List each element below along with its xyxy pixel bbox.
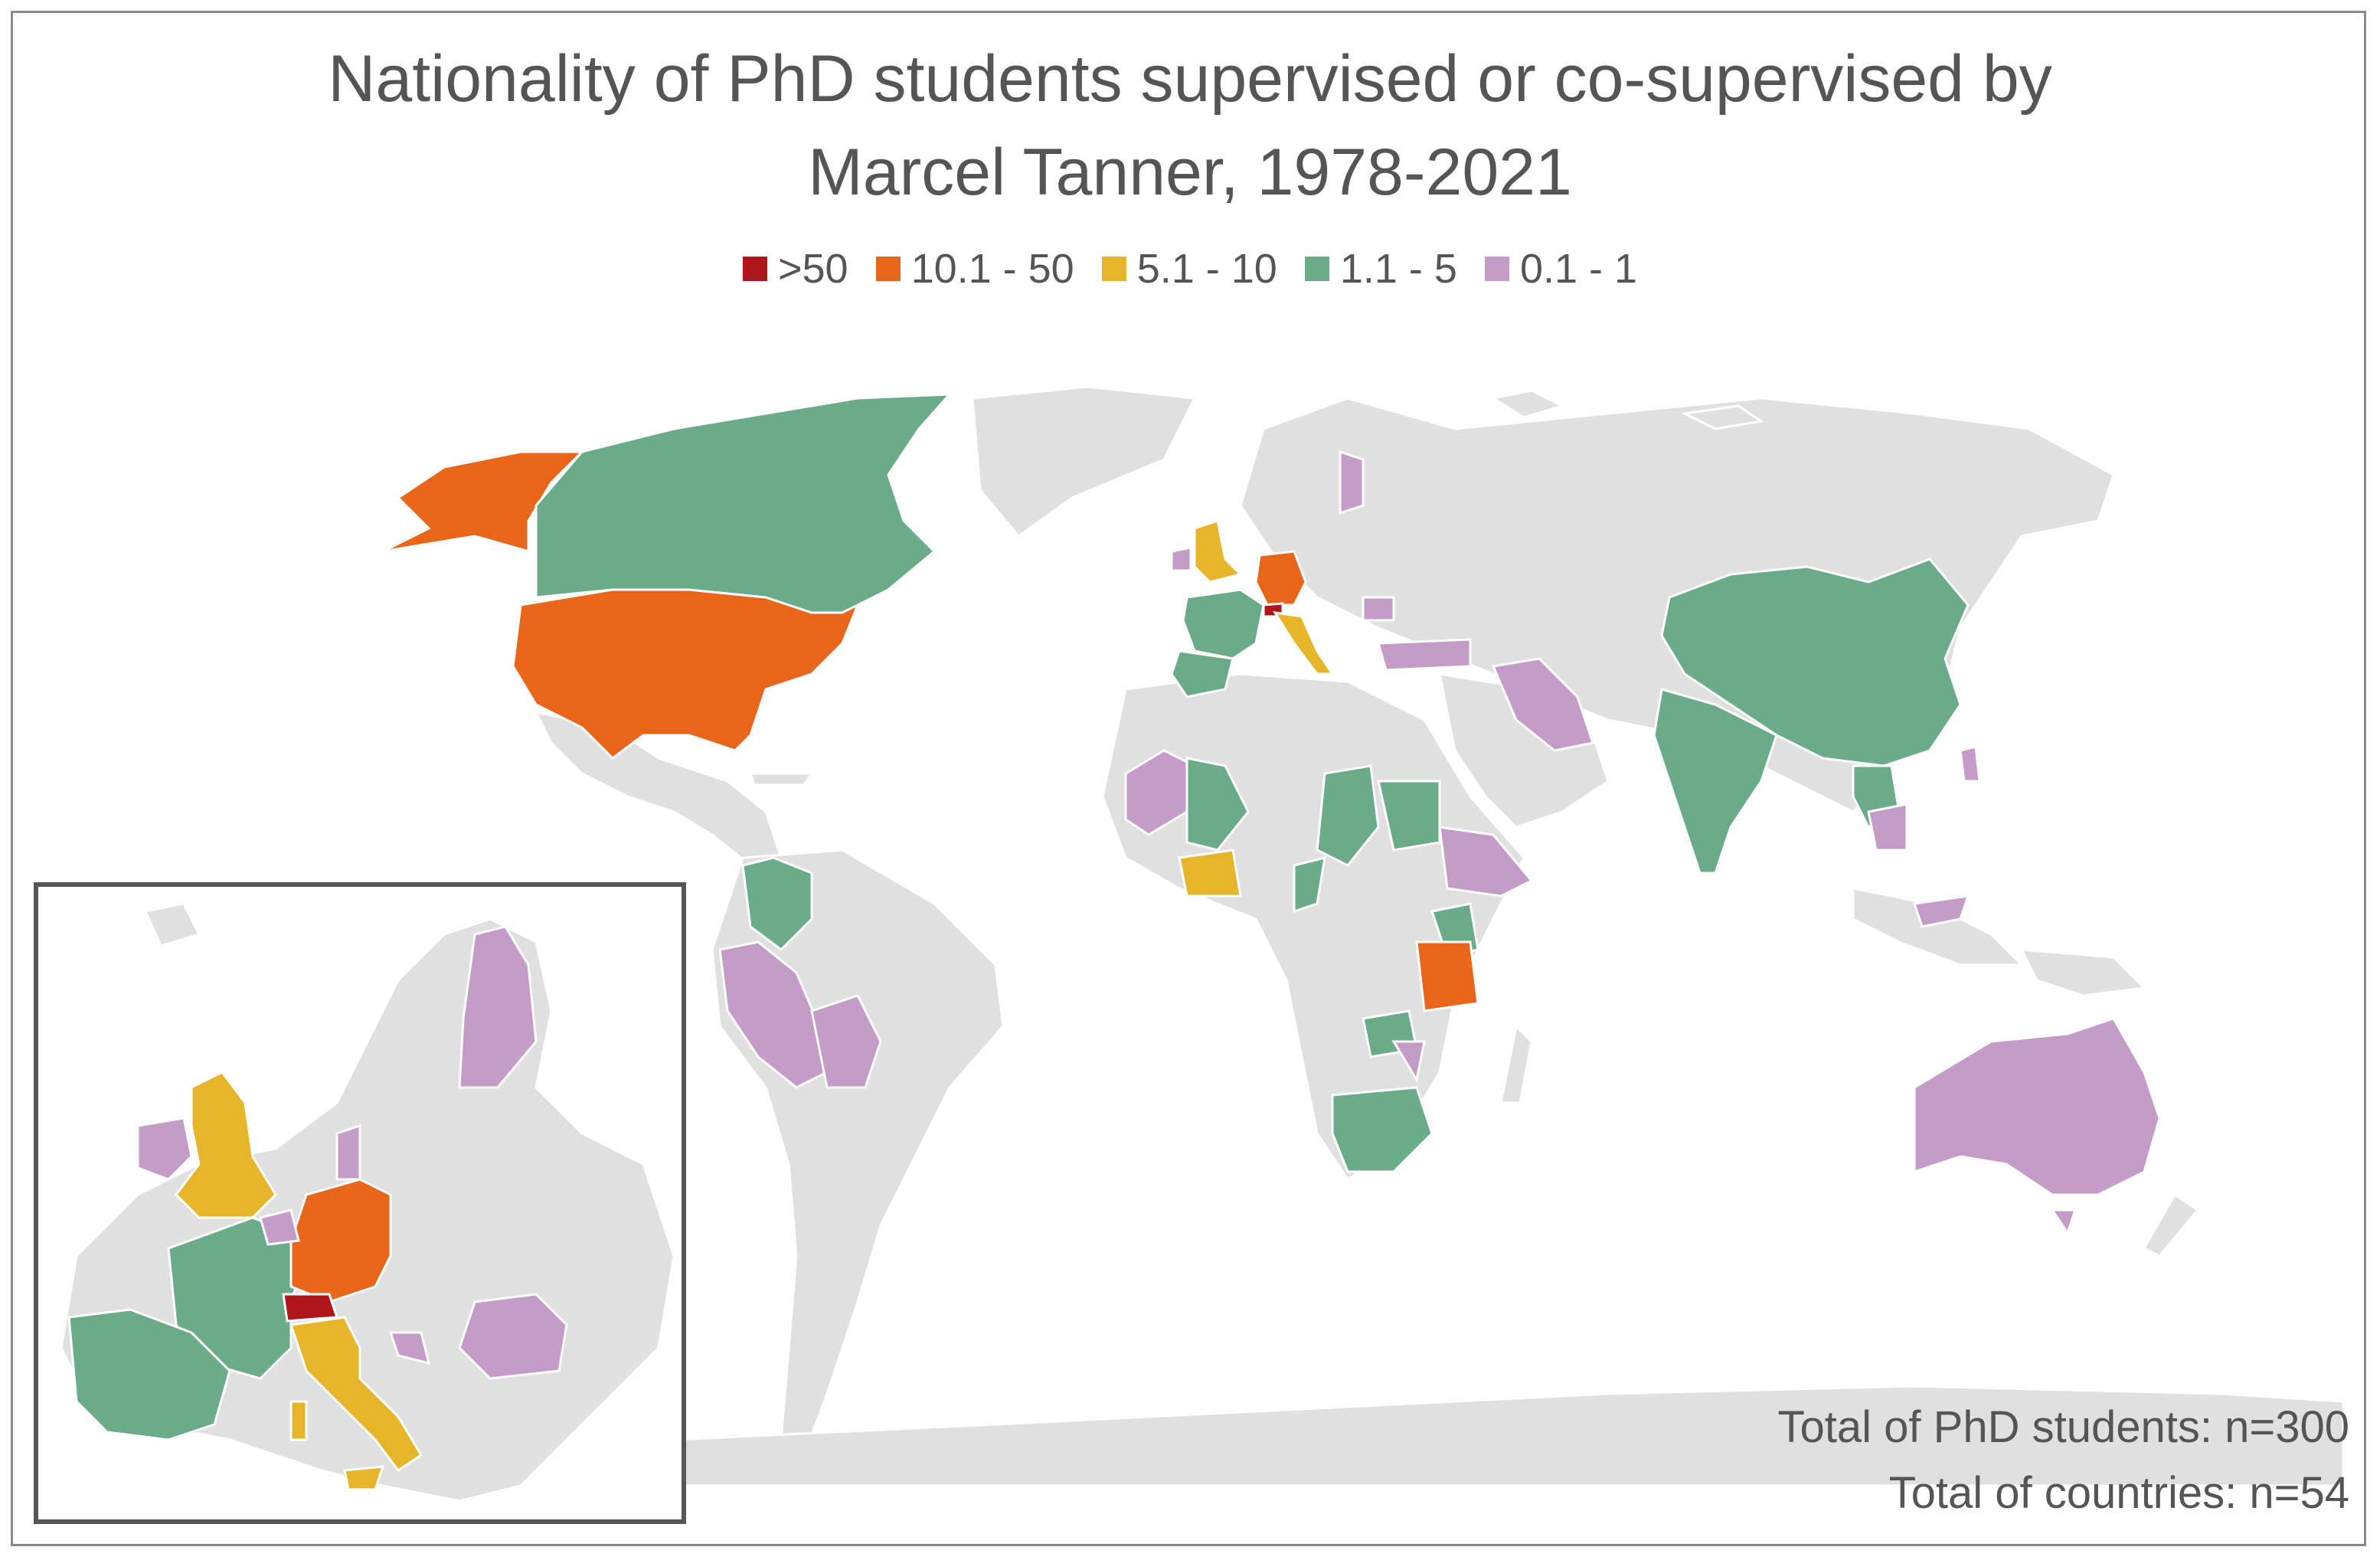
country-united-kingdom (1193, 519, 1243, 584)
country-united-states-alaska (382, 450, 585, 553)
country-canada (535, 393, 953, 614)
inset-italy (289, 1316, 423, 1473)
legend-item: >50 (742, 245, 848, 293)
inset-benelux (259, 1208, 300, 1246)
country-germany (1254, 550, 1307, 607)
inset-spain (67, 1308, 231, 1441)
country-chad (1316, 764, 1380, 867)
country-australia-tasmania (2050, 1208, 2078, 1236)
legend-swatch (742, 257, 767, 281)
country-mali (1185, 757, 1250, 852)
country-finland (1339, 450, 1365, 515)
total-countries-label: Total of countries: n=54 (1888, 1468, 2349, 1518)
country-colombia (741, 856, 813, 951)
country-spain (1170, 649, 1234, 698)
legend-swatch (875, 257, 901, 281)
legend: >50 10.1 - 50 5.1 - 10 1.1 - 5 0.1 - 1 (0, 245, 2380, 293)
legend-item: 0.1 - 1 (1484, 245, 1638, 293)
country-italy (1273, 611, 1335, 675)
legend-item: 5.1 - 10 (1101, 245, 1277, 293)
country-mozambique (1391, 1040, 1426, 1084)
title-line-2: Marcel Tanner, 1978-2021 (808, 136, 1572, 209)
inset-sardinia (289, 1400, 308, 1441)
legend-item: 10.1 - 50 (875, 245, 1074, 293)
country-bolivia (810, 994, 882, 1089)
inset-germany (289, 1178, 392, 1303)
europe-inset-frame (34, 882, 686, 1524)
country-ireland (1170, 546, 1192, 572)
legend-label: 0.1 - 1 (1519, 246, 1638, 292)
country-iran (1491, 657, 1594, 752)
legend-swatch (1484, 257, 1509, 281)
country-south-africa (1331, 1086, 1434, 1173)
country-cameroon (1293, 855, 1326, 914)
inset-sicily (343, 1465, 385, 1491)
country-china (1660, 558, 1970, 767)
inset-finland (458, 925, 538, 1089)
legend-swatch (1304, 257, 1329, 281)
country-malaysia (1913, 894, 1970, 928)
country-vietnam-cambodia (1867, 803, 1908, 852)
legend-label: 10.1 - 50 (910, 246, 1074, 292)
country-cote-divoire (1178, 849, 1242, 898)
legend-label: 5.1 - 10 (1136, 246, 1277, 292)
title-line-1: Nationality of PhD students supervised o… (328, 42, 2052, 116)
country-romania (1362, 596, 1395, 622)
map-title: Nationality of PhD students supervised o… (0, 32, 2380, 219)
country-turkey (1377, 638, 1472, 672)
legend-label: 1.1 - 5 (1339, 246, 1457, 292)
country-india (1653, 688, 1778, 875)
highlighted-countries (382, 393, 2161, 1236)
inset-croatia (388, 1331, 431, 1365)
country-sudan (1377, 780, 1441, 852)
legend-swatch (1101, 257, 1126, 281)
country-france (1182, 588, 1265, 660)
country-ethiopia (1438, 826, 1534, 898)
legend-label: >50 (777, 246, 848, 292)
total-students-label: Total of PhD students: n=300 (1777, 1402, 2349, 1452)
inset-romania (458, 1293, 568, 1380)
country-australia (1913, 1017, 2161, 1196)
legend-item: 1.1 - 5 (1304, 245, 1457, 293)
inset-ireland (136, 1117, 193, 1181)
country-tanzania (1415, 940, 1479, 1012)
country-philippines (1959, 745, 1981, 783)
europe-inset-map (38, 887, 682, 1519)
